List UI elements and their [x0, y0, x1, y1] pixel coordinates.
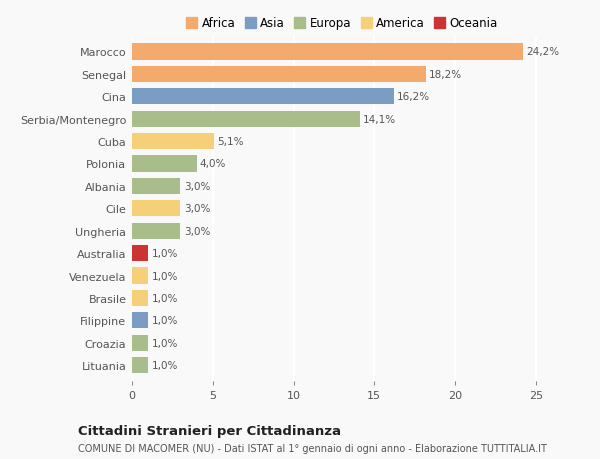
Text: 1,0%: 1,0% [151, 338, 178, 348]
Bar [132, 112, 360, 128]
Text: 1,0%: 1,0% [151, 249, 178, 258]
Bar [132, 357, 148, 373]
Text: 1,0%: 1,0% [151, 316, 178, 325]
Bar [132, 89, 394, 105]
Bar [132, 223, 181, 239]
Bar [132, 313, 148, 329]
Text: 16,2%: 16,2% [397, 92, 430, 102]
Text: 5,1%: 5,1% [218, 137, 244, 147]
Text: 1,0%: 1,0% [151, 271, 178, 281]
Text: Cittadini Stranieri per Cittadinanza: Cittadini Stranieri per Cittadinanza [78, 424, 341, 437]
Bar [132, 45, 523, 61]
Text: 3,0%: 3,0% [184, 181, 210, 191]
Text: 24,2%: 24,2% [526, 47, 559, 57]
Text: 14,1%: 14,1% [363, 114, 396, 124]
Bar [132, 179, 181, 195]
Text: 1,0%: 1,0% [151, 360, 178, 370]
Bar [132, 67, 426, 83]
Bar [132, 246, 148, 262]
Text: 18,2%: 18,2% [429, 70, 463, 80]
Text: 3,0%: 3,0% [184, 226, 210, 236]
Bar [132, 268, 148, 284]
Text: COMUNE DI MACOMER (NU) - Dati ISTAT al 1° gennaio di ogni anno - Elaborazione TU: COMUNE DI MACOMER (NU) - Dati ISTAT al 1… [78, 443, 547, 453]
Bar [132, 134, 214, 150]
Bar [132, 201, 181, 217]
Bar [132, 156, 197, 172]
Text: 4,0%: 4,0% [200, 159, 226, 169]
Text: 3,0%: 3,0% [184, 204, 210, 214]
Bar [132, 290, 148, 306]
Text: 1,0%: 1,0% [151, 293, 178, 303]
Legend: Africa, Asia, Europa, America, Oceania: Africa, Asia, Europa, America, Oceania [184, 15, 500, 33]
Bar [132, 335, 148, 351]
